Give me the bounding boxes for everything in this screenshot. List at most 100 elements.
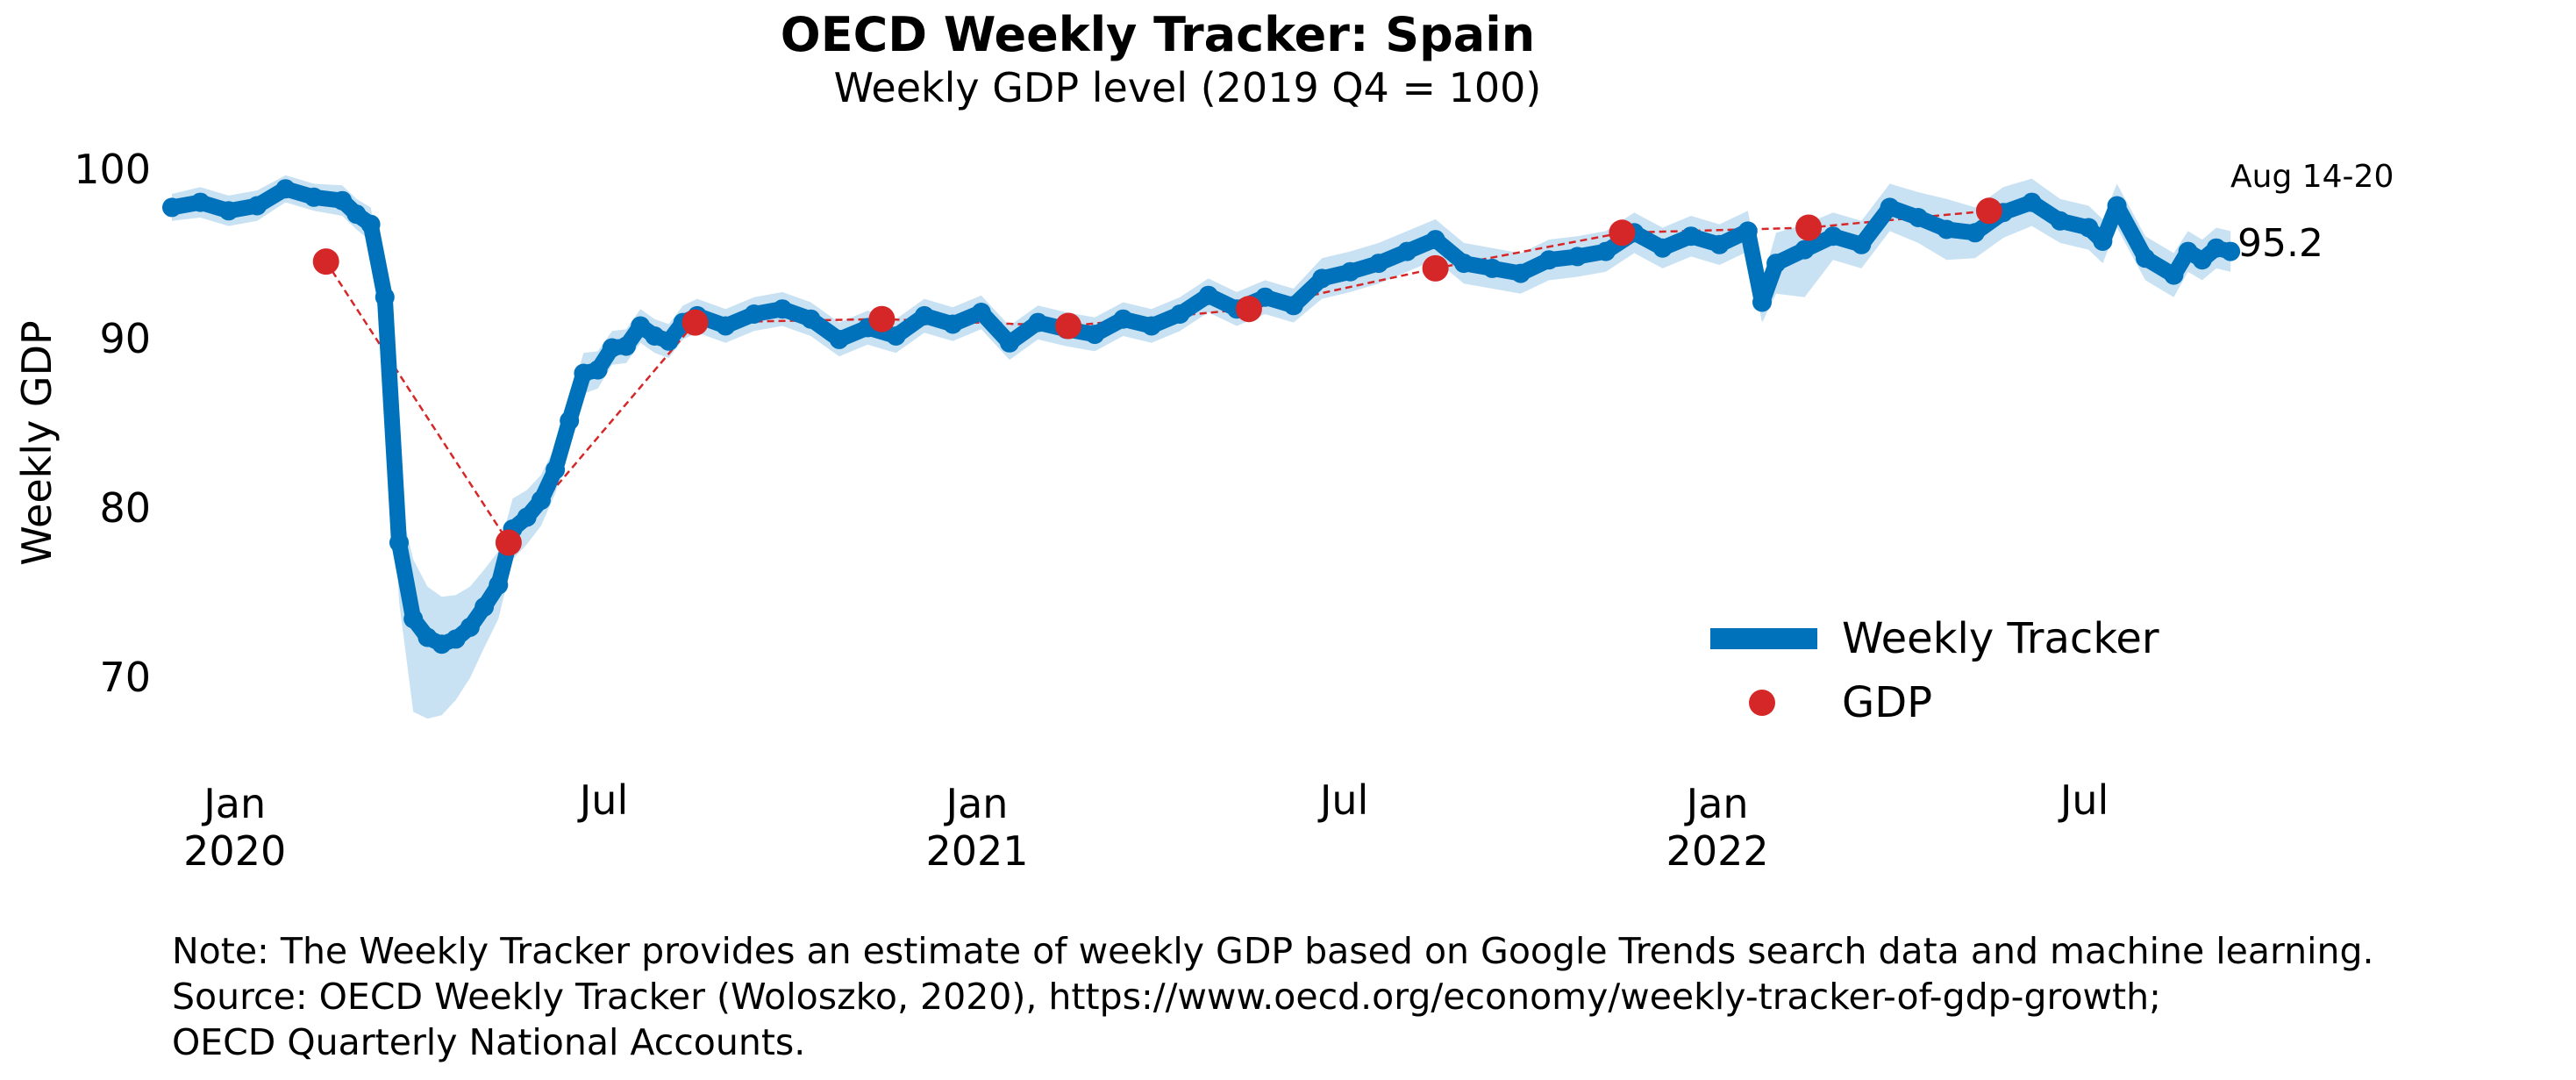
tracker-point xyxy=(1141,316,1161,336)
tracker-point xyxy=(2221,241,2241,261)
tracker-point xyxy=(914,305,934,325)
x-tick-label: Jul xyxy=(2058,776,2109,824)
gdp-point xyxy=(868,305,896,333)
x-tick-year-label: 2020 xyxy=(183,827,286,875)
tracker-point xyxy=(1397,241,1417,261)
tracker-point xyxy=(403,609,424,629)
x-tick-year-label: 2021 xyxy=(925,827,1028,875)
tracker-point xyxy=(829,329,849,349)
tracker-point xyxy=(546,460,566,480)
x-tick-label: Jan xyxy=(201,780,266,827)
x-tick-label: Jul xyxy=(1317,776,1369,824)
tracker-point xyxy=(2022,192,2042,212)
tracker-point xyxy=(631,316,651,336)
tracker-point xyxy=(1510,263,1531,283)
x-tick-label: Jan xyxy=(1684,780,1749,827)
tracker-point xyxy=(1595,241,1616,261)
y-tick-label: 90 xyxy=(99,315,151,362)
tracker-point xyxy=(190,192,211,212)
tracker-point xyxy=(2093,232,2113,251)
tracker-point xyxy=(588,360,608,380)
tracker-point xyxy=(489,575,509,595)
tracker-point xyxy=(389,533,409,553)
tracker-point xyxy=(360,214,381,234)
y-tick-label: 100 xyxy=(74,146,151,193)
gdp-point xyxy=(1055,312,1082,340)
gdp-point xyxy=(495,529,522,556)
y-axis-label: Weekly GDP xyxy=(13,320,61,565)
tracker-point xyxy=(773,299,792,319)
x-tick-label: Jan xyxy=(944,780,1009,827)
legend-gdp-marker xyxy=(1749,690,1775,716)
tracker-point xyxy=(1255,287,1275,307)
tracker-point xyxy=(346,204,367,225)
tracker-point xyxy=(1198,285,1218,305)
tracker-point xyxy=(446,629,466,649)
uncertainty-band-area xyxy=(172,175,2231,719)
uncertainty-band xyxy=(172,175,2231,719)
tracker-point xyxy=(531,490,551,511)
tracker-point xyxy=(1681,226,1701,247)
gdp-point xyxy=(1795,214,1823,241)
tracker-point xyxy=(517,507,537,527)
tracker-point xyxy=(2079,218,2099,238)
gdp-point xyxy=(1609,219,1636,247)
tracker-point xyxy=(2164,265,2184,285)
tracker-series xyxy=(162,179,2241,654)
tracker-point xyxy=(716,316,736,336)
tracker-point xyxy=(659,331,679,351)
tracker-point xyxy=(1752,292,1772,312)
latest-week-label: Aug 14-20 xyxy=(2230,159,2394,195)
tracker-point xyxy=(2107,196,2127,216)
footnote: Note: The Weekly Tracker provides an est… xyxy=(172,928,2374,1065)
tracker-point xyxy=(886,326,906,346)
tracker-point xyxy=(1539,250,1559,270)
tracker-point xyxy=(2178,241,2198,261)
chart-title: OECD Weekly Tracker: Spain xyxy=(781,7,1535,62)
x-tick-label: Jul xyxy=(577,776,629,824)
tracker-point xyxy=(460,617,480,637)
legend-gdp-label: GDP xyxy=(1842,678,1932,727)
tracker-point xyxy=(1652,238,1673,258)
tracker-point xyxy=(1340,261,1360,282)
tracker-point xyxy=(303,187,324,207)
x-tick-year-label: 2022 xyxy=(1666,827,1769,875)
tracker-point xyxy=(275,179,296,199)
tracker-point xyxy=(971,303,991,322)
tracker-point xyxy=(1965,223,1985,243)
tracker-point xyxy=(1113,309,1133,329)
tracker-point xyxy=(617,336,636,356)
tracker-point xyxy=(1170,304,1190,324)
latest-value-label: 95.2 xyxy=(2237,221,2323,266)
y-tick-label: 70 xyxy=(99,654,151,701)
tracker-point xyxy=(2050,211,2070,231)
tracker-point xyxy=(2136,248,2155,268)
y-tick-label: 80 xyxy=(99,484,151,532)
tracker-point xyxy=(1909,208,1928,227)
tracker-point xyxy=(1852,234,1872,254)
tracker-point xyxy=(1823,226,1843,247)
tracker-point xyxy=(332,190,353,211)
tracker-point xyxy=(1283,296,1303,316)
tracker-point xyxy=(1738,221,1758,241)
tracker-point xyxy=(1937,219,1957,240)
tracker-point xyxy=(1312,268,1332,289)
tracker-point xyxy=(1425,230,1445,250)
tracker-point xyxy=(1085,325,1105,345)
gdp-point xyxy=(1422,254,1449,282)
chart-subtitle: Weekly GDP level (2019 Q4 = 100) xyxy=(834,64,1542,111)
tracker-point xyxy=(375,287,395,307)
legend: Weekly Tracker GDP xyxy=(1710,614,2159,727)
gdp-series xyxy=(312,197,2002,556)
tracker-point xyxy=(1482,258,1502,278)
legend-tracker-swatch xyxy=(1710,628,1817,649)
tracker-point xyxy=(602,338,622,358)
note-line: Note: The Weekly Tracker provides an est… xyxy=(172,930,2374,972)
legend-tracker-label: Weekly Tracker xyxy=(1842,614,2159,663)
gdp-point xyxy=(1235,296,1262,323)
tracker-point xyxy=(1028,312,1048,333)
tracker-point xyxy=(801,309,821,329)
y-axis-ticks: 70 80 90 100 xyxy=(74,146,151,701)
